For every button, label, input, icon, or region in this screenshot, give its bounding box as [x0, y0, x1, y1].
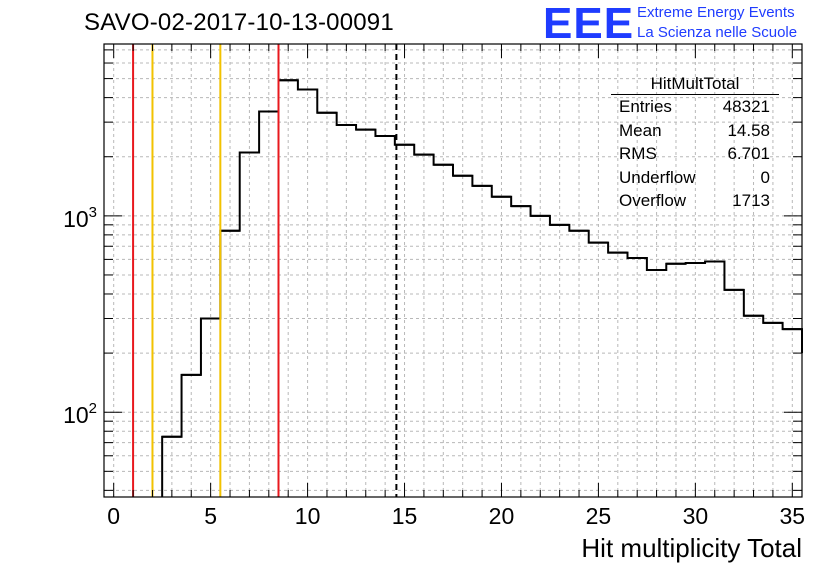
stats-row-rms: RMS 6.701	[611, 142, 779, 166]
stats-label: Entries	[619, 97, 672, 116]
x-axis-label: Hit multiplicity Total	[581, 533, 802, 563]
x-tick-label: 0	[107, 503, 120, 529]
stats-label: Underflow	[619, 167, 696, 187]
histogram	[161, 79, 803, 497]
stats-value: 6.701	[727, 144, 770, 163]
logo-line-2: La Scienza nelle Scuole	[637, 24, 798, 41]
stats-row-entries: Entries 48321	[611, 95, 779, 119]
x-tick-label: 25	[586, 503, 612, 529]
stats-label: Mean	[619, 120, 662, 140]
stats-box: HitMultTotal Entries 48321 Mean 14.58 RM…	[611, 73, 779, 213]
page-title: SAVO-02-2017-10-13-00091	[84, 9, 394, 36]
eee-logo: EEE	[543, 0, 635, 48]
stats-value: 48321	[722, 97, 770, 116]
axis-tick-labels: 0 5 10 15 20 25 30 35 102 103	[63, 204, 805, 529]
x-tick-label: 15	[392, 503, 418, 529]
stats-value: 1713	[732, 191, 770, 210]
y-tick-label: 102	[63, 400, 97, 428]
y-tick-label: 103	[63, 204, 97, 232]
x-tick-label: 30	[683, 503, 709, 529]
stats-value: 14.58	[727, 120, 770, 140]
stats-title: HitMultTotal	[611, 73, 779, 95]
x-tick-label: 35	[780, 503, 806, 529]
x-tick-label: 5	[204, 503, 217, 529]
stats-row-overflow: Overflow 1713	[611, 189, 779, 213]
marker-lines	[132, 44, 398, 497]
x-tick-label: 20	[489, 503, 515, 529]
axis-ticks	[104, 44, 802, 497]
stats-label: Overflow	[619, 191, 687, 210]
logo-line-1: Extreme Energy Events	[637, 4, 795, 21]
plot-frame	[103, 43, 803, 498]
stats-row-mean: Mean 14.58	[611, 119, 779, 143]
stats-value: 0	[760, 167, 770, 187]
stats-label: RMS	[619, 144, 657, 163]
x-tick-label: 10	[295, 503, 321, 529]
stats-row-underflow: Underflow 0	[611, 166, 779, 190]
